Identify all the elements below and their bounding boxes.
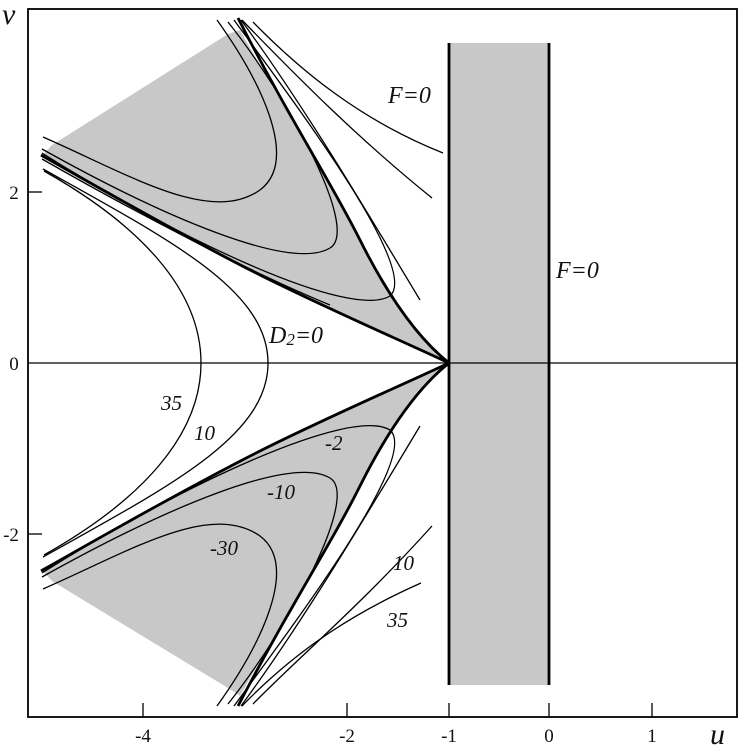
contour-label-10-left: 10: [194, 421, 216, 445]
ticks: [28, 191, 653, 717]
svg-text:-4: -4: [135, 726, 151, 747]
y-axis-title: v: [2, 0, 16, 31]
svg-text:1: 1: [647, 726, 657, 747]
lower-contours: [41, 425, 433, 707]
strip-region: [449, 43, 549, 685]
d2-zero-label: D2=0: [268, 323, 323, 349]
contour-label-m10: -10: [267, 480, 295, 504]
svg-text:0: 0: [544, 726, 554, 747]
f-zero-label-right: F=0: [555, 258, 599, 284]
svg-text:2: 2: [9, 183, 19, 204]
contour-label-m2: -2: [325, 431, 343, 455]
upper-shaded-region: [41, 30, 449, 363]
f-zero-label-upper: F=0: [387, 83, 431, 109]
svg-text:0: 0: [9, 354, 19, 375]
upper-contours: [41, 19, 444, 558]
shaded-regions: [41, 30, 549, 696]
contour-label-m30: -30: [210, 536, 238, 560]
x-axis-title: u: [710, 718, 725, 747]
y-tick-labels: 2 0 -2: [3, 183, 19, 546]
x-tick-labels: -4 -2 -1 0 1: [135, 726, 657, 747]
lower-shaded-region: [41, 363, 449, 696]
svg-text:-2: -2: [3, 525, 19, 546]
contour-label-35-right: 35: [386, 608, 408, 632]
contour-label-10-right: 10: [393, 551, 415, 575]
svg-text:-1: -1: [441, 726, 457, 747]
svg-text:-2: -2: [339, 726, 355, 747]
contour-label-35-left: 35: [160, 391, 182, 415]
